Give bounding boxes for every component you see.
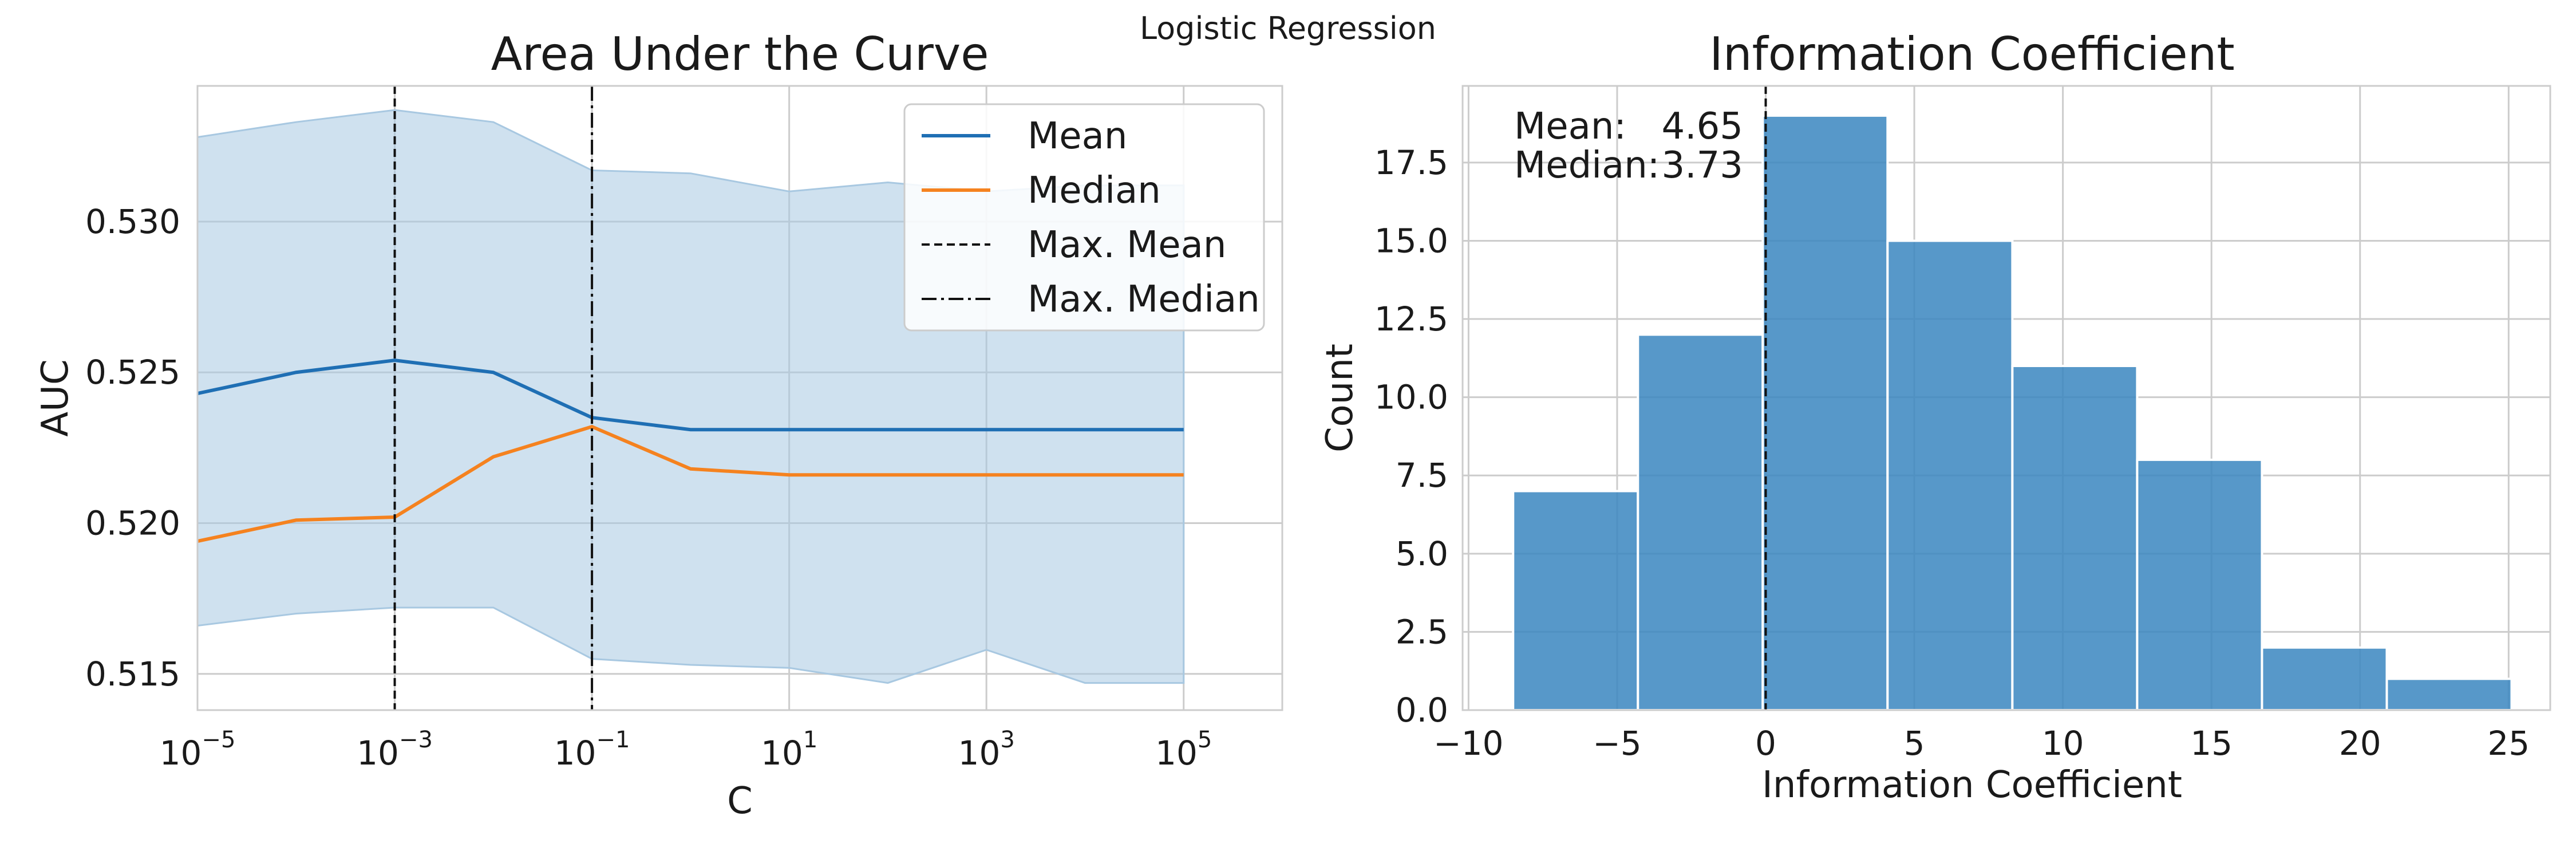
x-tick-label: 105 [1155,727,1212,773]
x-tick-label: 5 [1904,724,1925,763]
legend-label: Max. Mean [1028,224,1226,266]
x-tick-label: 10−5 [160,727,236,773]
histogram-bar [2136,458,2263,712]
histogram-bar [1512,490,1639,712]
x-tick-label: 20 [2339,724,2381,763]
legend-label: Mean [1028,115,1127,157]
plot-frame [196,85,1283,711]
y-tick-label: 0.520 [85,504,180,543]
histogram-bar [2261,646,2388,711]
y-tick-label: 7.5 [1396,456,1448,495]
x-tick-label: 25 [2487,724,2530,763]
x-tick-label: 0 [1755,724,1776,763]
plot-frame [1461,85,2551,711]
x-tick-label: −10 [1433,724,1503,763]
series-line-mean [197,358,1184,432]
y-tick-label: 15.0 [1374,221,1448,260]
auc-ylabel: AUC [34,359,77,436]
y-tick-label: 5.0 [1396,534,1448,573]
ic-title: Information Coefficient [1709,27,2234,81]
histogram-bar [1637,333,1764,711]
mean-label: Mean: [1514,105,1626,148]
y-tick-label: 10.0 [1374,378,1448,417]
y-tick-label: 0.0 [1396,691,1448,730]
x-tick-label: 103 [958,727,1015,773]
y-tick-label: 2.5 [1396,612,1448,651]
auc-title: Area Under the Curve [491,27,989,81]
x-tick-label: 10−1 [554,727,630,773]
y-tick-label: 0.515 [85,655,180,693]
series-line-median [197,424,1184,543]
y-tick-label: 12.5 [1374,300,1448,338]
y-tick-label: 0.530 [85,202,180,241]
legend-label: Median [1028,170,1161,212]
median-label: Median: [1514,144,1660,187]
x-tick-label: 101 [761,727,817,773]
ic-ylabel: Count [1319,344,1361,452]
x-tick-label: 10−3 [357,727,433,773]
x-tick-label: 10 [2042,724,2084,763]
x-tick-label: 15 [2190,724,2233,763]
legend-label: Max. Median [1028,278,1260,321]
figure-suptitle: Logistic Regression [1140,10,1436,46]
histogram-bar [1761,114,1889,711]
x-tick-label: −5 [1593,724,1642,763]
histogram-bar [2011,364,2139,711]
auc-chart: 10−5 10−3 10−1 101 103 105 0.515 0.520 0.525 0.53… [34,27,1283,822]
legend-box [903,103,1265,332]
y-tick-label: 17.5 [1374,143,1448,182]
y-tick-label: 0.525 [85,353,180,392]
ic-xlabel: Information Coefficient [1762,764,2182,806]
ic-histogram: −10 −5 0 5 10 15 20 25 0.0 2.5 5.0 7.5 10.0 12.5 15.0 1… [1319,27,2551,806]
histogram-bar [1886,239,2014,712]
mean-value: 4.65 [1662,105,1744,148]
median-value: 3.73 [1662,144,1744,187]
auc-xlabel: C [727,780,753,822]
histogram-bar [2385,677,2513,711]
